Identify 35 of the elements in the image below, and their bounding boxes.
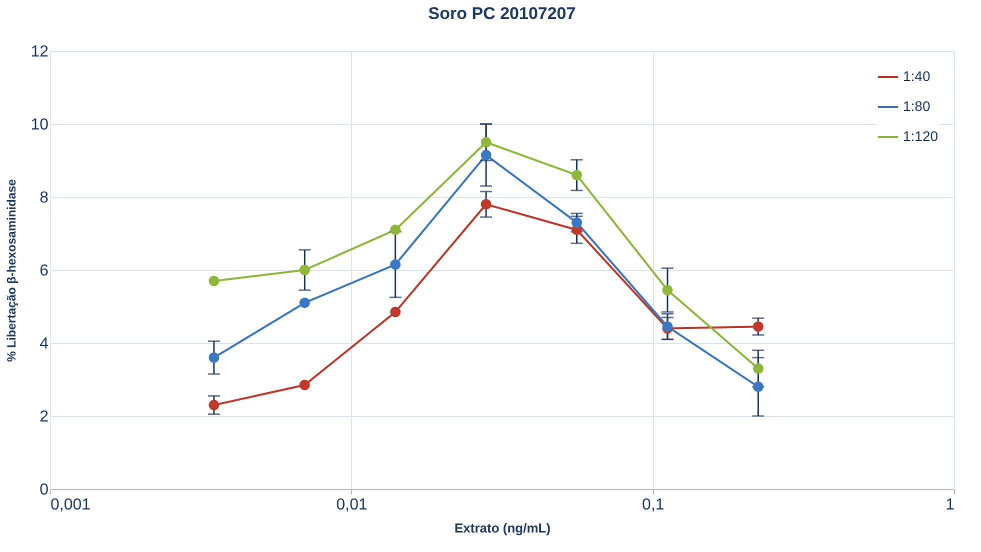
chart-title: Soro PC 20107207 bbox=[428, 4, 576, 23]
y-tick-label: 12 bbox=[30, 44, 49, 60]
point bbox=[752, 363, 764, 374]
y-tick-label: 2 bbox=[40, 408, 49, 426]
y-tick-label: 0 bbox=[40, 482, 49, 498]
y-tick-label: 4 bbox=[40, 336, 49, 352]
point bbox=[662, 284, 673, 296]
point bbox=[752, 382, 764, 392]
point bbox=[390, 224, 401, 236]
point bbox=[752, 321, 764, 332]
point bbox=[480, 199, 492, 210]
y-tick-label: 8 bbox=[40, 190, 49, 206]
point bbox=[572, 217, 582, 228]
point bbox=[480, 137, 492, 148]
point bbox=[299, 298, 310, 308]
point bbox=[208, 276, 220, 286]
point bbox=[572, 170, 582, 180]
x-tick-label: 0,01 bbox=[336, 496, 368, 514]
point bbox=[299, 264, 310, 276]
point bbox=[299, 380, 310, 390]
x-axis-title: Extrato (ng/mL) bbox=[454, 520, 551, 536]
y-tick-label: 6 bbox=[40, 262, 49, 280]
legend-label: 1:40 bbox=[903, 68, 930, 84]
x-tick-label: 1 bbox=[946, 496, 955, 514]
point bbox=[390, 306, 401, 318]
x-tick-label: 0,001 bbox=[50, 496, 91, 514]
point bbox=[390, 259, 401, 270]
x-tick-label: 0,1 bbox=[642, 496, 664, 514]
legend-label: 1:120 bbox=[903, 128, 938, 144]
point bbox=[208, 400, 220, 410]
y-tick-label: 10 bbox=[30, 116, 49, 134]
point bbox=[480, 150, 492, 160]
legend-label: 1:80 bbox=[903, 98, 930, 114]
point bbox=[208, 352, 220, 363]
y-axis-title: % Libertação β-hexosaminidase bbox=[4, 178, 19, 362]
